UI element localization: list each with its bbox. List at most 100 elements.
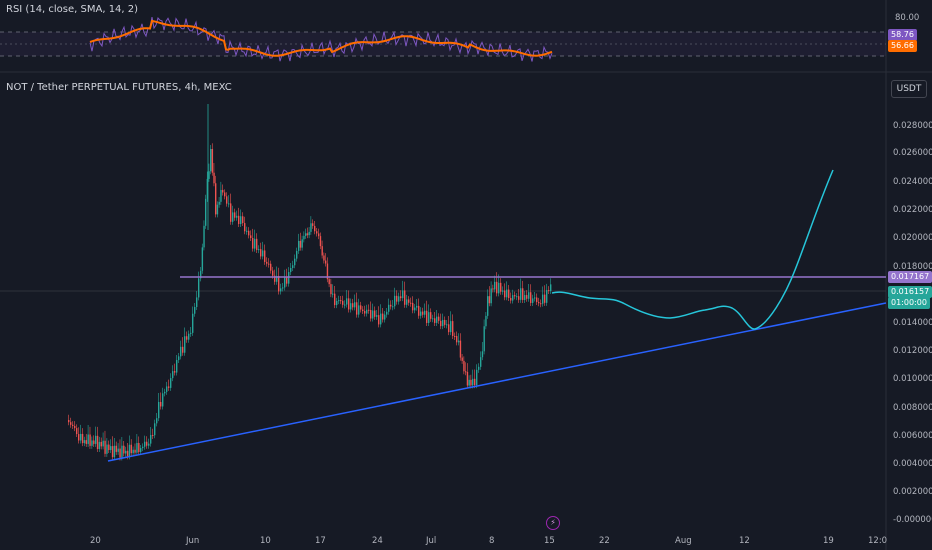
candle-body xyxy=(303,235,305,240)
candle-body xyxy=(166,386,168,392)
candle-body xyxy=(346,298,348,305)
candle-body xyxy=(508,289,510,299)
candle-body xyxy=(162,393,164,407)
candle-body xyxy=(78,434,80,441)
candle-body xyxy=(244,223,246,232)
time-tick: Jul xyxy=(426,536,437,546)
countdown-badge: 01:00:00 xyxy=(888,297,930,309)
candle-body xyxy=(340,300,342,302)
candle-body xyxy=(516,296,518,298)
candle-body xyxy=(326,263,329,280)
candle-body xyxy=(180,346,182,357)
candle-body xyxy=(485,315,487,327)
candle-body xyxy=(138,443,140,453)
candle-body xyxy=(476,369,478,386)
candle-body xyxy=(434,318,436,323)
candle-body xyxy=(398,296,400,302)
candle-body xyxy=(126,450,129,457)
candle-body xyxy=(412,302,414,311)
candle-body xyxy=(72,424,74,426)
candle-body xyxy=(76,428,78,435)
candle-body xyxy=(362,309,364,312)
candle-body xyxy=(512,295,514,301)
candle-body xyxy=(468,379,470,386)
candle-body xyxy=(392,306,394,308)
rsi-lines xyxy=(89,16,553,62)
candle-body xyxy=(524,295,526,300)
candle-body xyxy=(408,299,410,303)
candle-body xyxy=(500,282,502,292)
candle-body xyxy=(494,281,496,290)
candle-body xyxy=(288,272,290,284)
candle-body xyxy=(215,183,217,215)
candle-body xyxy=(134,449,136,453)
candle-body xyxy=(95,435,97,444)
candle-body xyxy=(418,305,420,316)
candle-body xyxy=(284,277,286,288)
candle-body xyxy=(410,302,412,304)
candles xyxy=(68,104,552,461)
candle-body xyxy=(111,446,114,458)
indicator-title[interactable]: RSI (14, close, SMA, 14, 2) xyxy=(6,4,139,15)
candle-body xyxy=(119,448,121,458)
candle-body xyxy=(194,306,196,314)
time-tick: 15 xyxy=(544,536,555,546)
candle-body xyxy=(282,287,284,289)
currency-unit-button[interactable]: USDT xyxy=(891,80,927,98)
candle-body xyxy=(328,279,330,285)
candle-body xyxy=(206,178,209,199)
time-tick: 17 xyxy=(315,536,326,546)
candle-body xyxy=(178,356,180,361)
candle-body xyxy=(96,435,99,450)
candle-body xyxy=(502,290,504,292)
candle-body xyxy=(506,289,508,298)
candle-body xyxy=(532,298,534,303)
rsi-line xyxy=(89,16,553,62)
candle-body xyxy=(80,433,82,441)
candle-body xyxy=(530,292,532,303)
candle-body xyxy=(228,203,230,205)
candle-body xyxy=(452,321,454,336)
candle-body xyxy=(70,422,72,425)
candle-body xyxy=(286,277,288,284)
price-tick: 0.012000 xyxy=(893,346,932,356)
candle-body xyxy=(522,288,524,300)
candle-body xyxy=(526,295,528,299)
candle-body xyxy=(404,290,406,305)
projection-path[interactable] xyxy=(551,169,834,330)
candle-body xyxy=(152,434,154,436)
candle-body xyxy=(262,250,264,257)
candle-body xyxy=(104,440,106,454)
candle-body xyxy=(184,336,186,353)
candle-body xyxy=(234,212,236,218)
candle-body xyxy=(270,263,272,271)
candle-body xyxy=(550,284,552,291)
candle-body xyxy=(510,298,512,301)
lightning-icon[interactable]: ⚡ xyxy=(546,516,560,530)
candle-body xyxy=(538,302,540,304)
price-tick: 0.024000 xyxy=(893,177,932,187)
support-trendline[interactable] xyxy=(107,302,887,462)
candle-body xyxy=(465,371,467,373)
candle-body xyxy=(368,309,370,311)
candle-body xyxy=(276,275,278,282)
candle-body xyxy=(454,335,456,337)
price-tick: 0.018000 xyxy=(893,262,932,272)
candle-body xyxy=(378,315,380,325)
candle-body xyxy=(459,340,462,358)
candle-body xyxy=(498,282,500,294)
candle-body xyxy=(264,250,266,262)
candle-body xyxy=(406,299,408,305)
candle-body xyxy=(492,288,494,290)
price-tick: 0.028000 xyxy=(893,121,932,131)
candle-body xyxy=(292,265,294,269)
candle-body xyxy=(156,418,158,424)
candle-body xyxy=(422,311,424,315)
candle-body xyxy=(370,310,372,319)
candle-body xyxy=(424,310,426,315)
candle-body xyxy=(158,401,160,419)
symbol-title[interactable]: NOT / Tether PERPETUAL FUTURES, 4h, MEXC xyxy=(6,82,232,93)
candle-body xyxy=(488,296,491,304)
candle-body xyxy=(182,346,184,353)
